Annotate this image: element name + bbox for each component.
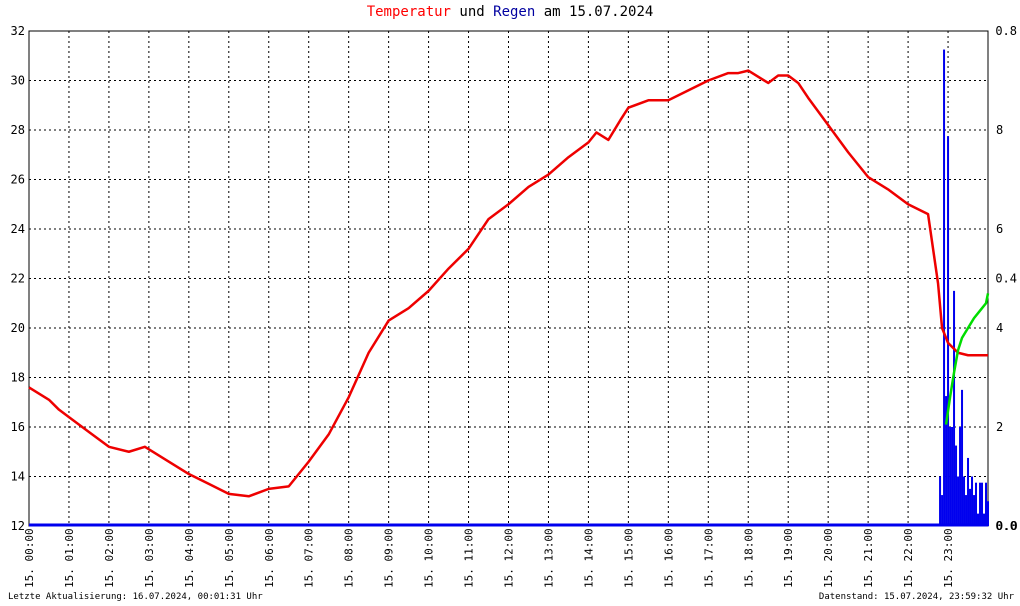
x-tick-label: 15. 05:00 [223, 528, 236, 588]
rain-bar [963, 476, 966, 526]
chart-title: Temperatur und Regen am 15.07.2024 [0, 4, 1020, 20]
footer-data-state: Datenstand: 15.07.2024, 23:59:32 Uhr [818, 592, 1014, 602]
y-left-tick-label: 30 [11, 74, 25, 88]
y-left-tick-label: 32 [11, 24, 25, 38]
x-tick-label: 15. 10:00 [423, 528, 436, 588]
rain-bar [949, 427, 952, 526]
y-right-outer-tick-label: 0.4 [995, 272, 1017, 286]
axes: 15. 00:00 15. 01:00 15. 02:00 15. 03:00 15. … [11, 24, 1018, 588]
y-left-tick-label: 18 [11, 371, 25, 385]
rain-bar [981, 482, 984, 526]
rain-bar [973, 495, 976, 526]
title-und: und [450, 4, 494, 20]
x-tick-label: 15. 12:00 [503, 528, 516, 588]
x-tick-label: 15. 18:00 [742, 528, 755, 588]
y-right-inner-tick-label: 0.0 [996, 519, 1018, 533]
rain-bar [965, 495, 968, 526]
y-right-outer-tick-label: 0.8 [995, 24, 1017, 38]
rain-bar [983, 513, 986, 526]
rain-bar [941, 495, 944, 526]
x-tick-label: 15. 13:00 [542, 528, 555, 588]
y-left-tick-label: 28 [11, 123, 25, 137]
x-tick-label: 15. 07:00 [303, 528, 316, 588]
rain-bar [969, 488, 972, 526]
rain-bar [987, 501, 989, 526]
title-rain: Regen [493, 4, 536, 20]
y-left-tick-label: 12 [11, 519, 25, 533]
x-tick-label: 15. 00:00 [23, 528, 36, 588]
y-right-inner-tick-label: 8 [996, 123, 1003, 137]
rain-bar [967, 457, 970, 526]
temperature-line [28, 69, 988, 498]
x-tick-label: 15. 16:00 [662, 528, 675, 588]
x-tick-label: 15. 15:00 [622, 528, 635, 588]
rain-bar [955, 445, 958, 526]
rain-bar [945, 396, 948, 526]
x-tick-label: 15. 03:00 [143, 528, 156, 588]
y-left-tick-label: 22 [11, 272, 25, 286]
footer-last-update: Letzte Aktualisierung: 16.07.2024, 00:01… [8, 592, 263, 602]
y-left-tick-label: 20 [11, 321, 25, 335]
x-tick-label: 15. 23:00 [942, 528, 955, 588]
series-layer [28, 49, 990, 527]
rain-bar [951, 427, 954, 526]
x-tick-label: 15. 06:00 [263, 528, 276, 588]
y-left-tick-label: 14 [11, 470, 25, 484]
rain-bar [953, 290, 956, 526]
rain-bar [975, 482, 978, 526]
x-tick-label: 15. 08:00 [343, 528, 356, 588]
x-tick-label: 15. 20:00 [822, 528, 835, 588]
y-right-inner-tick-label: 4 [996, 321, 1003, 335]
x-tick-label: 15. 17:00 [702, 528, 715, 588]
title-temperature: Temperatur [366, 4, 451, 20]
rain-sum-line [944, 293, 990, 425]
rain-bar [939, 476, 942, 526]
x-tick-label: 15. 04:00 [183, 528, 196, 588]
x-tick-label: 15. 22:00 [902, 528, 915, 588]
rain-bar [943, 49, 946, 526]
x-tick-label: 15. 14:00 [582, 528, 595, 588]
y-left-tick-label: 16 [11, 420, 25, 434]
x-tick-label: 15. 01:00 [63, 528, 76, 588]
title-date: am 15.07.2024 [535, 4, 654, 20]
y-right-outer-tick-label: 0.0 [995, 519, 1017, 533]
x-tick-label: 15. 21:00 [862, 528, 875, 588]
y-right-inner-tick-label: 6 [996, 222, 1003, 236]
y-left-tick-label: 24 [11, 222, 25, 236]
rain-bar [977, 513, 980, 526]
x-tick-label: 15. 02:00 [103, 528, 116, 588]
grid [28, 30, 989, 527]
x-tick-label: 15. 09:00 [383, 528, 396, 588]
x-tick-label: 15. 11:00 [463, 528, 476, 588]
y-right-inner-tick-label: 2 [996, 420, 1003, 434]
rain-bar [971, 476, 974, 526]
rain-bar [957, 476, 960, 526]
rain-bar [979, 482, 982, 526]
rain-bar [961, 389, 964, 526]
rain-bar [985, 482, 988, 526]
rain-bar [959, 427, 962, 526]
y-left-tick-label: 26 [11, 173, 25, 187]
x-tick-label: 15. 19:00 [782, 528, 795, 588]
rain-bar [947, 136, 950, 526]
